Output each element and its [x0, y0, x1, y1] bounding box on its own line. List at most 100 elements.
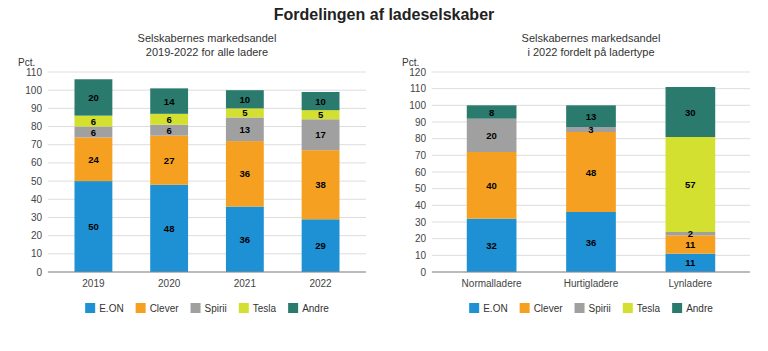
bar-segment — [150, 125, 188, 136]
legend-item: Spirii — [191, 303, 227, 314]
y-tick-label: 120 — [409, 67, 426, 78]
legend-item: Clever — [520, 303, 564, 314]
bar-segment — [226, 117, 264, 141]
data-label: 20 — [486, 130, 497, 141]
legend-label: Tesla — [253, 303, 277, 314]
y-tick-label: 10 — [415, 250, 427, 261]
y-tick-label: 0 — [420, 267, 426, 278]
subtitle-line: Selskabernes markedsandel — [522, 32, 661, 44]
y-tick-label: 20 — [31, 230, 43, 241]
data-label: 57 — [685, 179, 696, 190]
bars — [75, 79, 340, 272]
legend-label: Spirii — [205, 303, 227, 314]
data-label: 11 — [685, 257, 696, 268]
y-tick-label: 50 — [31, 176, 43, 187]
bar-segment — [467, 105, 517, 118]
y-tick-label: 110 — [26, 67, 42, 78]
bar-segment — [75, 79, 113, 115]
legend-label: E.ON — [483, 303, 507, 314]
legend-swatch — [575, 303, 585, 313]
data-label: 5 — [242, 107, 248, 118]
legend-swatch — [191, 303, 201, 313]
grid-line — [432, 72, 750, 73]
x-tick-label: 2020 — [158, 278, 181, 289]
grid-line — [48, 272, 366, 273]
y-tick-label: 60 — [415, 167, 427, 178]
data-label: 29 — [315, 240, 326, 251]
legend-swatch — [623, 303, 633, 313]
bar-segment — [226, 90, 264, 108]
bar-segment — [75, 181, 113, 272]
data-label: 2 — [688, 228, 693, 239]
data-label: 13 — [586, 111, 597, 122]
legend-swatch — [672, 303, 682, 313]
data-label: 38 — [315, 179, 326, 190]
y-tick-label: 80 — [31, 121, 43, 132]
y-tick-label: 70 — [31, 139, 43, 150]
data-label: 8 — [489, 107, 494, 118]
data-label: 6 — [91, 127, 96, 138]
bar-segment — [566, 132, 616, 212]
data-labels: 32361140481120325781330 — [486, 107, 696, 269]
data-label: 50 — [88, 221, 99, 232]
legend-label: Clever — [150, 303, 180, 314]
data-label: 3 — [588, 124, 593, 135]
y-tick-label: 60 — [31, 157, 43, 168]
data-label: 10 — [315, 96, 326, 107]
legend-item: E.ON — [85, 303, 123, 314]
bar-segment — [226, 141, 264, 206]
x-tick-label: 2021 — [234, 278, 257, 289]
bar-segment — [226, 108, 264, 117]
bar-segment — [150, 114, 188, 125]
y-tick-label: 40 — [415, 200, 427, 211]
y-tick-label: 0 — [36, 267, 42, 278]
legend-label: E.ON — [99, 303, 123, 314]
bar-segment — [302, 150, 340, 219]
grid-line — [432, 272, 750, 273]
bar-segment — [302, 92, 340, 110]
legend-label: Spirii — [589, 303, 611, 314]
bar-segment — [302, 110, 340, 119]
data-label: 6 — [166, 125, 171, 136]
legend-item: Tesla — [623, 303, 661, 314]
data-label: 32 — [486, 240, 497, 251]
legend-label: Andre — [302, 303, 329, 314]
data-label: 24 — [88, 154, 99, 165]
data-label: 11 — [685, 239, 696, 250]
bar-segment — [467, 152, 517, 219]
grid-line — [48, 72, 366, 73]
y-tick-label: 70 — [415, 150, 427, 161]
data-label: 20 — [88, 92, 99, 103]
legend: E.ON Clever Spirii Tesla Andre — [85, 303, 329, 314]
chart-root: Fordelingen af ladeselskaberSelskabernes… — [0, 0, 768, 351]
legend-item: Clever — [136, 303, 180, 314]
data-label: 5 — [318, 109, 324, 120]
data-label: 17 — [315, 129, 326, 140]
x-tick-label: Hurtigladere — [564, 278, 619, 289]
chart-panel: Selskabernes markedsandeli 2022 fordelt … — [402, 32, 750, 314]
bar-segment — [666, 87, 716, 137]
legend-swatch — [85, 303, 95, 313]
data-labels: 5048362924273638661317665520141010 — [88, 92, 326, 251]
bar-segment — [75, 137, 113, 181]
bar-segment — [302, 119, 340, 150]
x-tick-label: 2019 — [82, 278, 105, 289]
bar-segment — [75, 127, 113, 138]
y-tick-label: 40 — [31, 194, 43, 205]
y-tick-label: 20 — [415, 233, 427, 244]
legend-swatch — [239, 303, 249, 313]
y-tick-label: 90 — [415, 117, 427, 128]
bar-segment — [666, 254, 716, 272]
legend-swatch — [469, 303, 479, 313]
bar-segment — [150, 136, 188, 185]
data-label: 6 — [166, 114, 171, 125]
legend-item: E.ON — [469, 303, 507, 314]
x-tick-label: Normalladere — [462, 278, 522, 289]
legend-item: Spirii — [575, 303, 611, 314]
data-label: 48 — [164, 223, 175, 234]
data-label: 6 — [91, 116, 96, 127]
data-label: 36 — [240, 168, 251, 179]
legend-item: Tesla — [239, 303, 277, 314]
subtitle: Selskabernes markedsandeli 2022 fordelt … — [522, 32, 661, 58]
y-tick-label: 80 — [415, 133, 427, 144]
